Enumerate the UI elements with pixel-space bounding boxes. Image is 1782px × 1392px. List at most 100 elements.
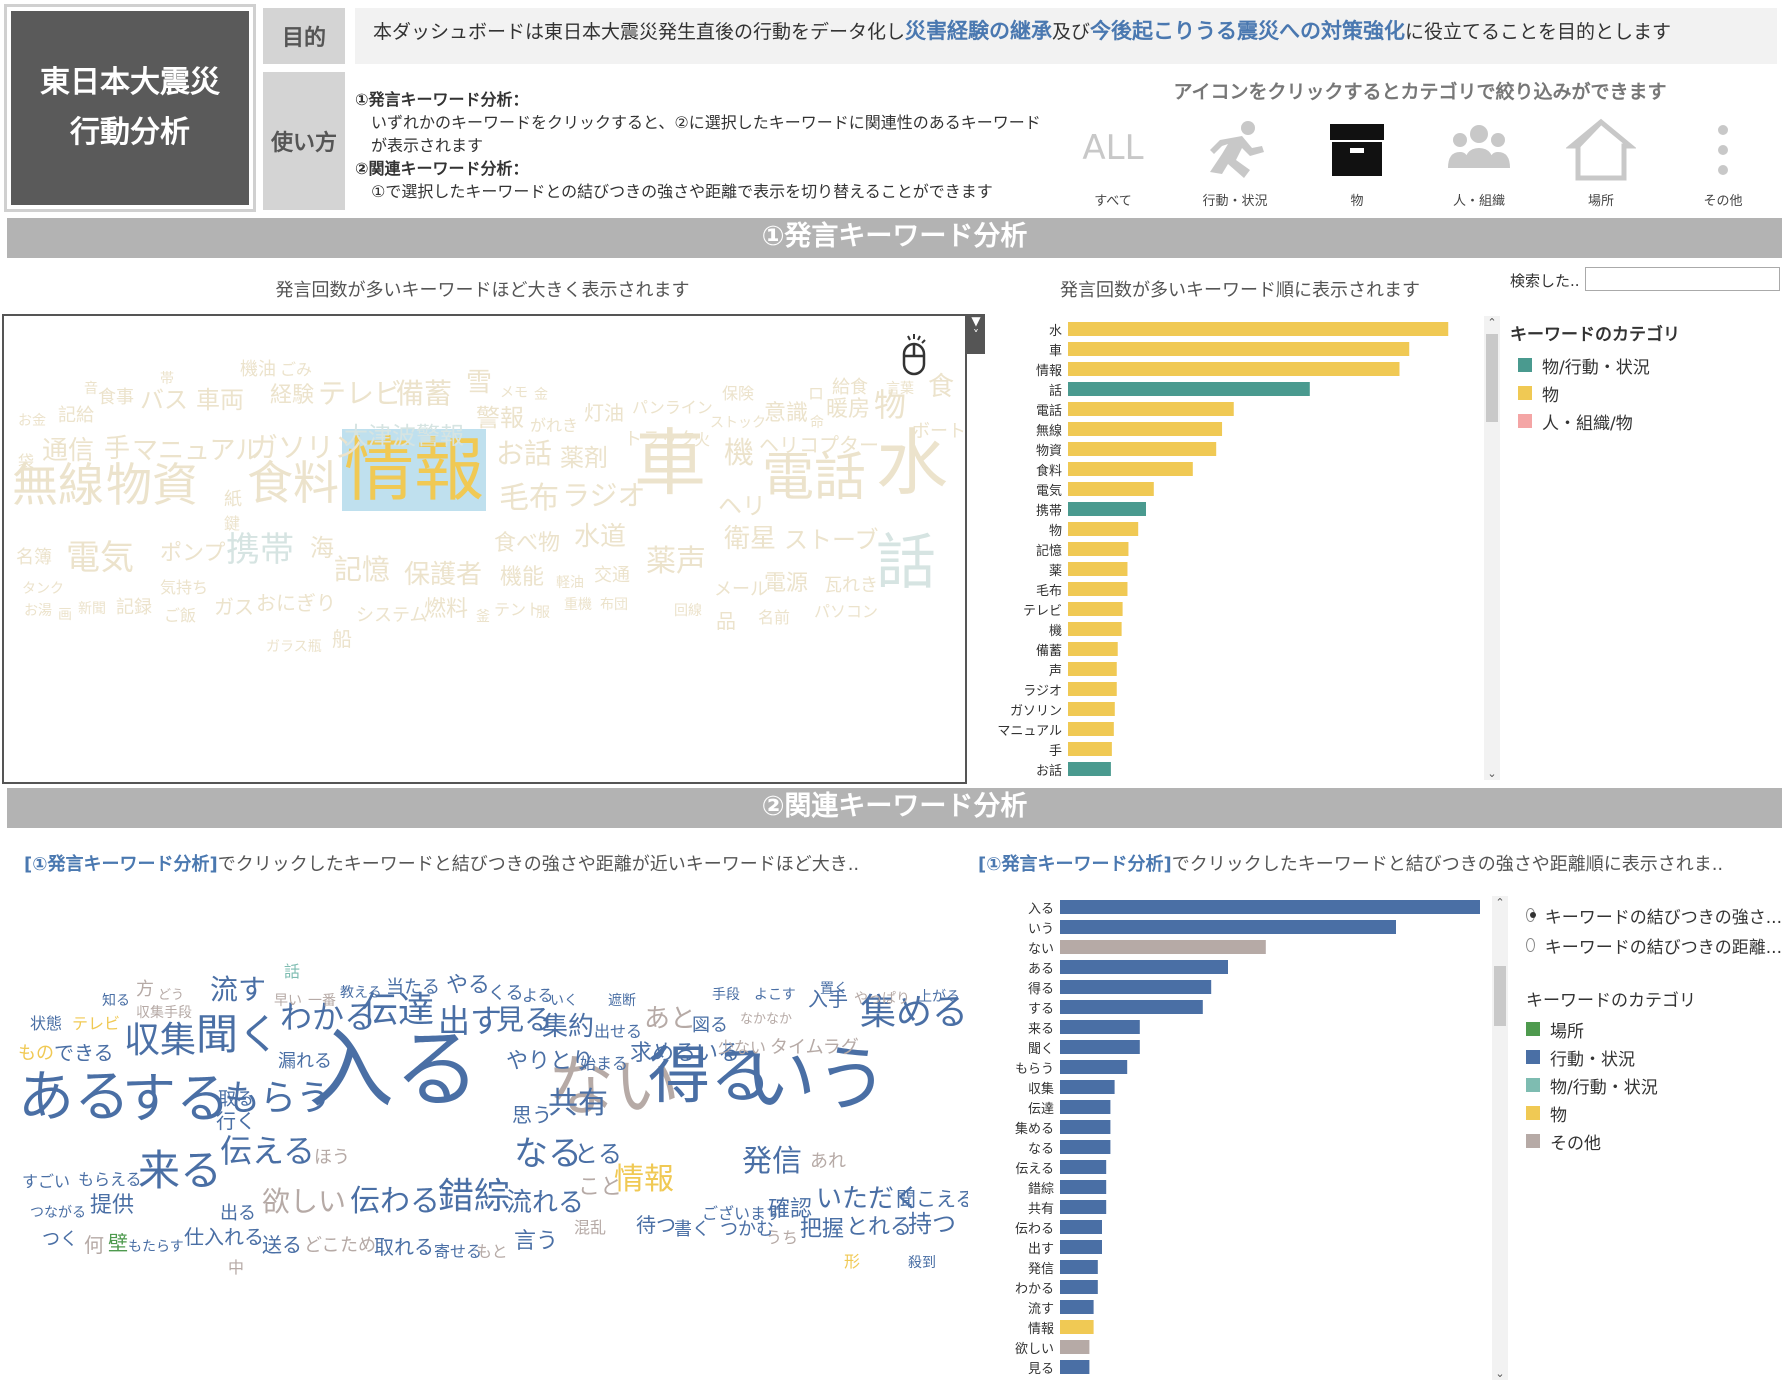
wc2-word[interactable]: 流れる (506, 1187, 585, 1218)
bar-見る[interactable] (1060, 1360, 1090, 1374)
filter-people-button[interactable]: 人・組織 (1424, 118, 1534, 209)
bar-無線[interactable] (1068, 422, 1223, 436)
wc1-word[interactable]: ガス (214, 595, 254, 619)
wc2-word[interactable]: ほう (314, 1146, 350, 1168)
wc2-word[interactable]: 入手 (808, 987, 848, 1011)
bar-機[interactable] (1068, 622, 1122, 636)
wc1-word[interactable]: タンク (22, 581, 64, 598)
wc2-word[interactable]: 図る (692, 1014, 728, 1036)
wc1-word[interactable]: 衛星 (724, 523, 777, 554)
wc1-word[interactable]: 備蓄 (396, 377, 453, 411)
bar-伝達[interactable] (1060, 1100, 1111, 1114)
wc1-word[interactable]: 灯油 (584, 401, 624, 425)
wc2-word[interactable]: 待つ (636, 1213, 676, 1237)
bar-chart-scrollbar[interactable]: ⌃ ⌄ (1484, 316, 1500, 780)
wc1-word[interactable]: 情報 (342, 428, 486, 511)
bar-物[interactable] (1068, 522, 1139, 536)
scroll-down-icon[interactable]: ⌄ (1487, 767, 1497, 780)
wc2-word[interactable]: 思う (512, 1103, 552, 1127)
scrollbar-thumb[interactable] (1494, 966, 1506, 1026)
wc1-word[interactable]: 帯 (160, 371, 174, 388)
wc1-word[interactable]: ストーブ (784, 525, 879, 554)
legend-item[interactable]: 物 (1510, 379, 1780, 407)
wc2-word[interactable]: 中 (228, 1258, 245, 1278)
wc2-word[interactable]: 話 (284, 962, 301, 982)
wc2-word[interactable]: 情報 (614, 1161, 674, 1197)
bar-chart-scrollbar[interactable]: ⌃ ⌄ (1492, 896, 1508, 1380)
bar-する[interactable] (1060, 1000, 1203, 1014)
wc1-word[interactable]: ストック (710, 415, 766, 432)
wc1-word[interactable]: 食 (928, 371, 955, 402)
wc1-word[interactable]: メール (714, 578, 768, 600)
wc1-word[interactable]: テント (494, 600, 543, 620)
wc2-word[interactable]: 混乱 (574, 1218, 607, 1238)
wc2-word[interactable]: うち (766, 1228, 799, 1248)
related-keyword-wordcloud[interactable]: 入る ない 得る いう ある する 収集 聞く もらう 行く 取る 伝える 来る わかる 伝達 出す 見る 集約出… (8, 950, 968, 1330)
wc2-word[interactable]: もらう (224, 1078, 333, 1120)
wc1-word[interactable]: 警報 (476, 403, 524, 432)
wc1-word[interactable]: 記憶 (334, 553, 391, 587)
wc2-word[interactable]: 漏れる (278, 1050, 332, 1072)
scroll-up-icon[interactable]: ⌃ (1487, 316, 1497, 329)
bar-伝える[interactable] (1060, 1160, 1107, 1174)
wc1-word[interactable]: パソコン (814, 602, 879, 622)
wc2-word[interactable]: ため (340, 1234, 376, 1256)
wc2-word[interactable]: もの (18, 1042, 54, 1064)
wc2-word[interactable]: 共有 (548, 1085, 608, 1121)
wc2-word[interactable]: ございます (702, 1204, 783, 1224)
wc1-word[interactable]: 名前 (758, 608, 791, 628)
wc2-word[interactable]: 把握 (800, 1217, 845, 1243)
wc2-word[interactable]: よる (522, 986, 554, 1006)
wc2-word[interactable]: もらえる (78, 1170, 142, 1190)
wc1-word[interactable]: 水道 (574, 521, 627, 552)
wc1-word[interactable]: ガソリン (250, 431, 363, 465)
wc2-word[interactable]: こと (578, 1175, 623, 1201)
wc2-word[interactable]: ない (548, 1047, 680, 1125)
wc1-word[interactable]: 水 (876, 420, 949, 505)
wc2-word[interactable]: する (122, 1067, 230, 1131)
wc1-word[interactable]: 海 (310, 533, 334, 562)
wc2-word[interactable]: わかる (280, 997, 377, 1036)
bar-マニュアル[interactable] (1068, 722, 1114, 736)
wc2-word[interactable]: 遮断 (608, 993, 636, 1010)
wc2-word[interactable]: 言う (514, 1229, 559, 1255)
bar-記憶[interactable] (1068, 542, 1129, 556)
wc1-word[interactable]: 記給 (58, 404, 94, 426)
wc1-word[interactable]: 重機 (564, 597, 592, 614)
wc2-word[interactable]: 早い (274, 993, 302, 1010)
bar-ラジオ[interactable] (1068, 682, 1117, 696)
wc2-word[interactable]: 得る (648, 1039, 773, 1113)
wc1-word[interactable]: 保険 (722, 384, 755, 404)
wc1-word[interactable]: ヘリコプター (759, 433, 879, 457)
bar-収集[interactable] (1060, 1080, 1115, 1094)
wc2-word[interactable]: 来る (138, 1146, 223, 1196)
wc2-word[interactable]: 教える (340, 985, 382, 1002)
bar-欲しい[interactable] (1060, 1340, 1090, 1354)
wc1-word[interactable]: 音 (84, 381, 98, 398)
wc1-word[interactable]: メモ (500, 385, 528, 402)
wc1-word[interactable]: 携帯 (226, 530, 294, 571)
wc2-word[interactable]: 取れる (374, 1235, 434, 1259)
wc2-word[interactable]: 伝わる (350, 1183, 440, 1219)
wc2-word[interactable]: 集める (860, 992, 968, 1034)
filter-action-button[interactable]: 行動・状況 (1180, 118, 1290, 209)
wc2-word[interactable]: 一番 (308, 993, 336, 1010)
wc2-word[interactable]: 殺到 (908, 1255, 936, 1272)
wc2-word[interactable]: 壁 (108, 1231, 128, 1255)
keyword-frequency-bar-chart[interactable]: 水車情報話電話無線物資食料電気携帯物記憶薬毛布テレビ機備蓄声ラジオガソリンマニュ… (990, 316, 1470, 786)
bar-聞く[interactable] (1060, 1040, 1140, 1054)
radio-button[interactable] (1526, 938, 1535, 952)
wc2-word[interactable]: 少ない (718, 1038, 767, 1058)
bar-物資[interactable] (1068, 442, 1217, 456)
keyword-wordcloud[interactable]: 無線 物資 食料 情報 車電話水話 携帯 電気 毛布 ラジオ ヘリ 紙鍵記憶 保護者 機能 薬声 食べ物 水道… (2, 314, 967, 784)
wc2-word[interactable]: 出す (438, 1001, 503, 1040)
bar-わかる[interactable] (1060, 1280, 1098, 1294)
wc1-word[interactable]: 薬声 (646, 543, 706, 579)
wc1-word[interactable]: 毛布 (499, 480, 559, 516)
bar-来る[interactable] (1060, 1020, 1140, 1034)
search-input[interactable] (1585, 267, 1780, 291)
wc2-word[interactable]: 見る (496, 1003, 553, 1037)
wc2-word[interactable]: もたらす (128, 1239, 184, 1256)
wc1-word[interactable]: 食べ物 (494, 531, 561, 557)
wc1-word[interactable]: 暖房 (826, 397, 871, 423)
